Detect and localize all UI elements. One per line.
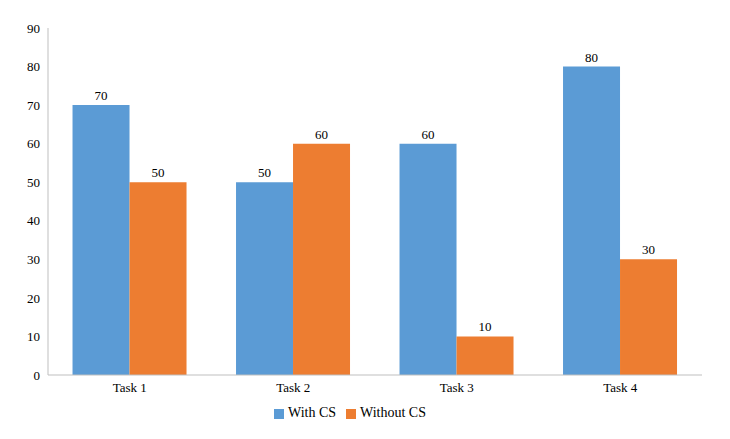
svg-text:0: 0 bbox=[34, 368, 41, 383]
svg-text:20: 20 bbox=[27, 291, 40, 306]
svg-text:80: 80 bbox=[27, 59, 40, 74]
svg-text:90: 90 bbox=[27, 21, 40, 36]
svg-text:60: 60 bbox=[27, 136, 40, 151]
svg-text:10: 10 bbox=[479, 319, 492, 334]
svg-text:50: 50 bbox=[258, 165, 271, 180]
svg-text:60: 60 bbox=[315, 127, 328, 142]
html-text:With CS: With CS bbox=[288, 405, 336, 420]
svg-text:30: 30 bbox=[642, 242, 655, 257]
svg-text:40: 40 bbox=[27, 213, 40, 228]
svg-text:60: 60 bbox=[422, 127, 435, 142]
svg-text:Task 3: Task 3 bbox=[440, 380, 474, 395]
svg-text:50: 50 bbox=[152, 165, 165, 180]
svg-text:80: 80 bbox=[585, 50, 598, 65]
svg-text:70: 70 bbox=[27, 98, 40, 113]
svg-text:10: 10 bbox=[27, 329, 40, 344]
svg-text:Task 1: Task 1 bbox=[113, 380, 147, 395]
svg-text:70: 70 bbox=[95, 88, 108, 103]
svg-text:30: 30 bbox=[27, 252, 40, 267]
svg-text:50: 50 bbox=[27, 175, 40, 190]
svg-text:Task 2: Task 2 bbox=[276, 380, 310, 395]
svg-text:Task 4: Task 4 bbox=[603, 380, 638, 395]
html-text:Without CS: Without CS bbox=[360, 405, 426, 420]
